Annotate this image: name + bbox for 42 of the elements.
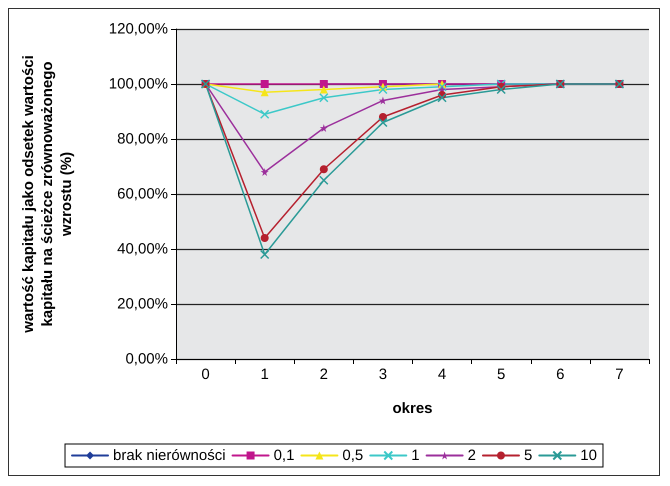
x-tick-label: 3 — [378, 366, 388, 383]
x-tick-label: 4 — [438, 366, 446, 383]
point — [260, 234, 269, 242]
point — [319, 176, 329, 185]
x-tick-label: 5 — [497, 366, 506, 383]
y-tick-label: 120,00% — [108, 20, 168, 38]
x-tick-label: 2 — [320, 366, 328, 383]
legend-label: 0,1 — [274, 447, 294, 464]
x-axis-title: okres — [392, 400, 433, 417]
point — [260, 88, 269, 96]
point — [320, 124, 328, 132]
x-tick-label: 1 — [260, 366, 269, 383]
point — [260, 168, 269, 176]
point — [320, 165, 328, 174]
point — [437, 93, 447, 102]
x-tick-label: 0 — [201, 366, 210, 383]
point — [378, 118, 388, 128]
point — [378, 96, 387, 104]
x-tick-label: 7 — [615, 366, 624, 383]
point — [319, 93, 329, 102]
y-tick-label: 40,00% — [117, 240, 168, 258]
point — [260, 250, 270, 260]
y-tick-label: 20,00% — [117, 296, 168, 312]
legend-label: 10 — [580, 447, 597, 464]
x-tick-label: 6 — [556, 366, 564, 383]
y-tick-label: 60,00% — [117, 186, 168, 202]
legend-label: 1 — [411, 447, 420, 464]
point — [496, 84, 506, 94]
point — [378, 113, 387, 121]
point — [260, 80, 269, 88]
y-tick-label: 100,00% — [108, 76, 168, 92]
point — [378, 84, 388, 94]
legend-label: 2 — [468, 447, 476, 464]
legend-label: 5 — [524, 447, 532, 464]
point — [437, 82, 447, 92]
legend-label: brak nierówności — [113, 447, 226, 464]
y-tick-label: 0,00% — [125, 350, 168, 368]
point — [320, 86, 328, 94]
legend-label: 0,5 — [342, 447, 364, 464]
y-axis-title: wartość kapitału jako odsetek wartości kapitału na ścieżce zrównoważonego wzrostu (%) — [20, 55, 75, 334]
point — [260, 110, 270, 119]
y-tick-label: 80,00% — [117, 130, 168, 148]
